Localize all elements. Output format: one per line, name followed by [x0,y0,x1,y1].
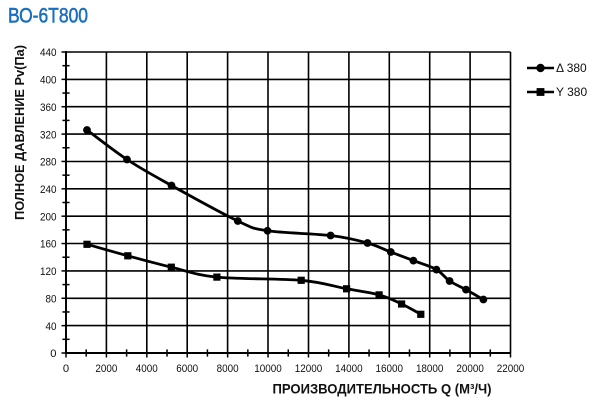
svg-text:160: 160 [40,239,57,251]
svg-text:120: 120 [40,266,57,278]
svg-text:4000: 4000 [136,363,158,375]
svg-text:280: 280 [40,157,57,169]
svg-text:18000: 18000 [416,363,444,375]
svg-text:8000: 8000 [217,363,239,375]
svg-text:200: 200 [40,211,57,223]
svg-text:10000: 10000 [254,363,282,375]
svg-text:0: 0 [50,348,56,360]
svg-text:22000: 22000 [497,363,525,375]
svg-text:2000: 2000 [95,363,117,375]
svg-text:440: 440 [40,47,57,59]
svg-text:Δ 380: Δ 380 [556,61,587,75]
svg-text:400: 400 [40,75,57,87]
svg-text:20000: 20000 [456,363,484,375]
svg-text:360: 360 [40,102,57,114]
svg-text:14000: 14000 [335,363,363,375]
svg-text:Y 380: Y 380 [556,85,587,99]
svg-text:6000: 6000 [176,363,198,375]
svg-text:ПОЛНОЕ ДАВЛЕНИЕ Pv(Па): ПОЛНОЕ ДАВЛЕНИЕ Pv(Па) [13,45,27,220]
svg-text:40: 40 [46,321,57,333]
svg-text:16000: 16000 [376,363,404,375]
svg-text:12000: 12000 [295,363,323,375]
svg-text:320: 320 [40,129,57,141]
svg-text:ВО-6Т800: ВО-6Т800 [8,4,88,28]
svg-text:0: 0 [63,363,69,375]
svg-text:80: 80 [46,294,57,306]
svg-text:240: 240 [40,184,57,196]
svg-text:ПРОИЗВОДИТЕЛЬНОСТЬ Q (М³/Ч): ПРОИЗВОДИТЕЛЬНОСТЬ Q (М³/Ч) [273,381,492,397]
